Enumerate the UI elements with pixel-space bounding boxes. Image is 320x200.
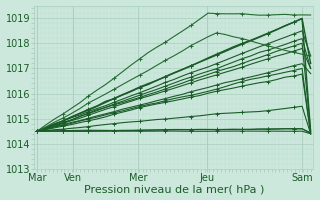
X-axis label: Pression niveau de la mer( hPa ): Pression niveau de la mer( hPa )	[84, 184, 264, 194]
